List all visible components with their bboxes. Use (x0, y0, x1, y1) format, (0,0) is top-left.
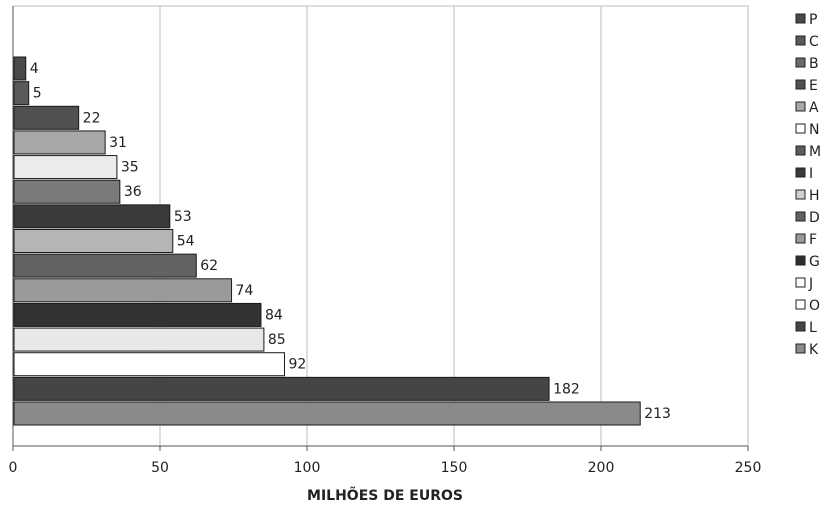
bar-value-label: 84 (265, 307, 283, 323)
legend-label: K (809, 342, 819, 358)
legend-label: E (809, 78, 818, 94)
bar (13, 327, 265, 352)
bar (13, 105, 80, 130)
x-tick-label: 250 (735, 460, 762, 476)
legend-swatch (795, 57, 806, 68)
legend-label: H (809, 188, 820, 204)
bar (13, 130, 106, 155)
bar (13, 376, 550, 401)
legend-item: H (795, 188, 820, 204)
legend-swatch (795, 101, 806, 112)
legend-swatch (795, 277, 806, 288)
bar (13, 278, 233, 303)
legend-item: C (795, 34, 819, 50)
legend-item: N (795, 122, 819, 138)
legend-swatch (795, 255, 806, 266)
bar (13, 56, 27, 81)
legend-swatch (795, 145, 806, 156)
bar (13, 302, 262, 327)
legend-item: J (795, 276, 813, 292)
legend-label: A (809, 100, 819, 116)
legend-swatch (795, 123, 806, 134)
x-tick-label: 0 (9, 460, 18, 476)
legend-swatch (795, 189, 806, 200)
bar (13, 401, 641, 426)
bar (13, 204, 171, 229)
bar-value-label: 5 (33, 86, 42, 102)
bar-value-label: 22 (83, 110, 101, 126)
x-tick-label: 100 (294, 460, 321, 476)
legend-swatch (795, 13, 806, 24)
legend-swatch (795, 211, 806, 222)
bar (13, 253, 197, 278)
legend-label: P (809, 12, 817, 28)
legend-item: B (795, 56, 819, 72)
bar-value-label: 92 (288, 357, 306, 373)
legend-label: L (809, 320, 817, 336)
legend-item: I (795, 166, 813, 182)
legend-label: J (808, 276, 813, 292)
legend-item: A (795, 100, 819, 116)
legend-swatch (795, 321, 806, 332)
legend-item: O (795, 298, 820, 314)
legend-item: L (795, 320, 817, 336)
bar-value-label: 31 (109, 135, 127, 151)
legend-label: G (809, 254, 820, 270)
x-axis-label: MILHÕES DE EUROS (307, 486, 463, 504)
legend-swatch (795, 167, 806, 178)
legend-label: F (809, 232, 817, 248)
bar-value-label: 36 (124, 184, 142, 200)
legend-swatch (795, 233, 806, 244)
bar-value-label: 54 (177, 234, 195, 250)
legend-label: N (809, 122, 819, 138)
legend-swatch (795, 343, 806, 354)
bar-value-label: 85 (268, 332, 286, 348)
legend-item: D (795, 210, 820, 226)
legend-label: D (809, 210, 820, 226)
legend-swatch (795, 299, 806, 310)
bar-value-label: 74 (236, 283, 254, 299)
bar-value-label: 53 (174, 209, 192, 225)
legend-swatch (795, 79, 806, 90)
x-tick-label: 50 (151, 460, 169, 476)
x-tick-label: 150 (441, 460, 468, 476)
bar (13, 155, 118, 180)
bar-value-label: 4 (30, 61, 39, 77)
bar-value-label: 213 (644, 406, 671, 422)
bar (13, 179, 121, 204)
bar (13, 229, 174, 253)
bar (13, 81, 30, 106)
legend-item: P (795, 12, 817, 28)
bar (13, 352, 285, 377)
legend-item: K (795, 342, 819, 358)
x-axis (12, 6, 749, 451)
bar-value-label: 35 (121, 160, 139, 176)
x-tick-label: 200 (588, 460, 615, 476)
legend-item: M (795, 144, 821, 160)
legend-label: I (809, 166, 813, 182)
legend-label: O (809, 298, 820, 314)
legend-item: G (795, 254, 820, 270)
bar-value-label: 182 (553, 381, 580, 397)
legend-item: E (795, 78, 818, 94)
legend-item: F (795, 232, 817, 248)
legend-swatch (795, 35, 806, 46)
bar-value-label: 62 (200, 258, 218, 274)
legend-label: M (809, 144, 821, 160)
legend-label: B (809, 56, 819, 72)
bars (13, 56, 641, 426)
x-tick-labels: 0 50 100 150 200 250 (9, 460, 762, 476)
legend-label: C (809, 34, 819, 50)
